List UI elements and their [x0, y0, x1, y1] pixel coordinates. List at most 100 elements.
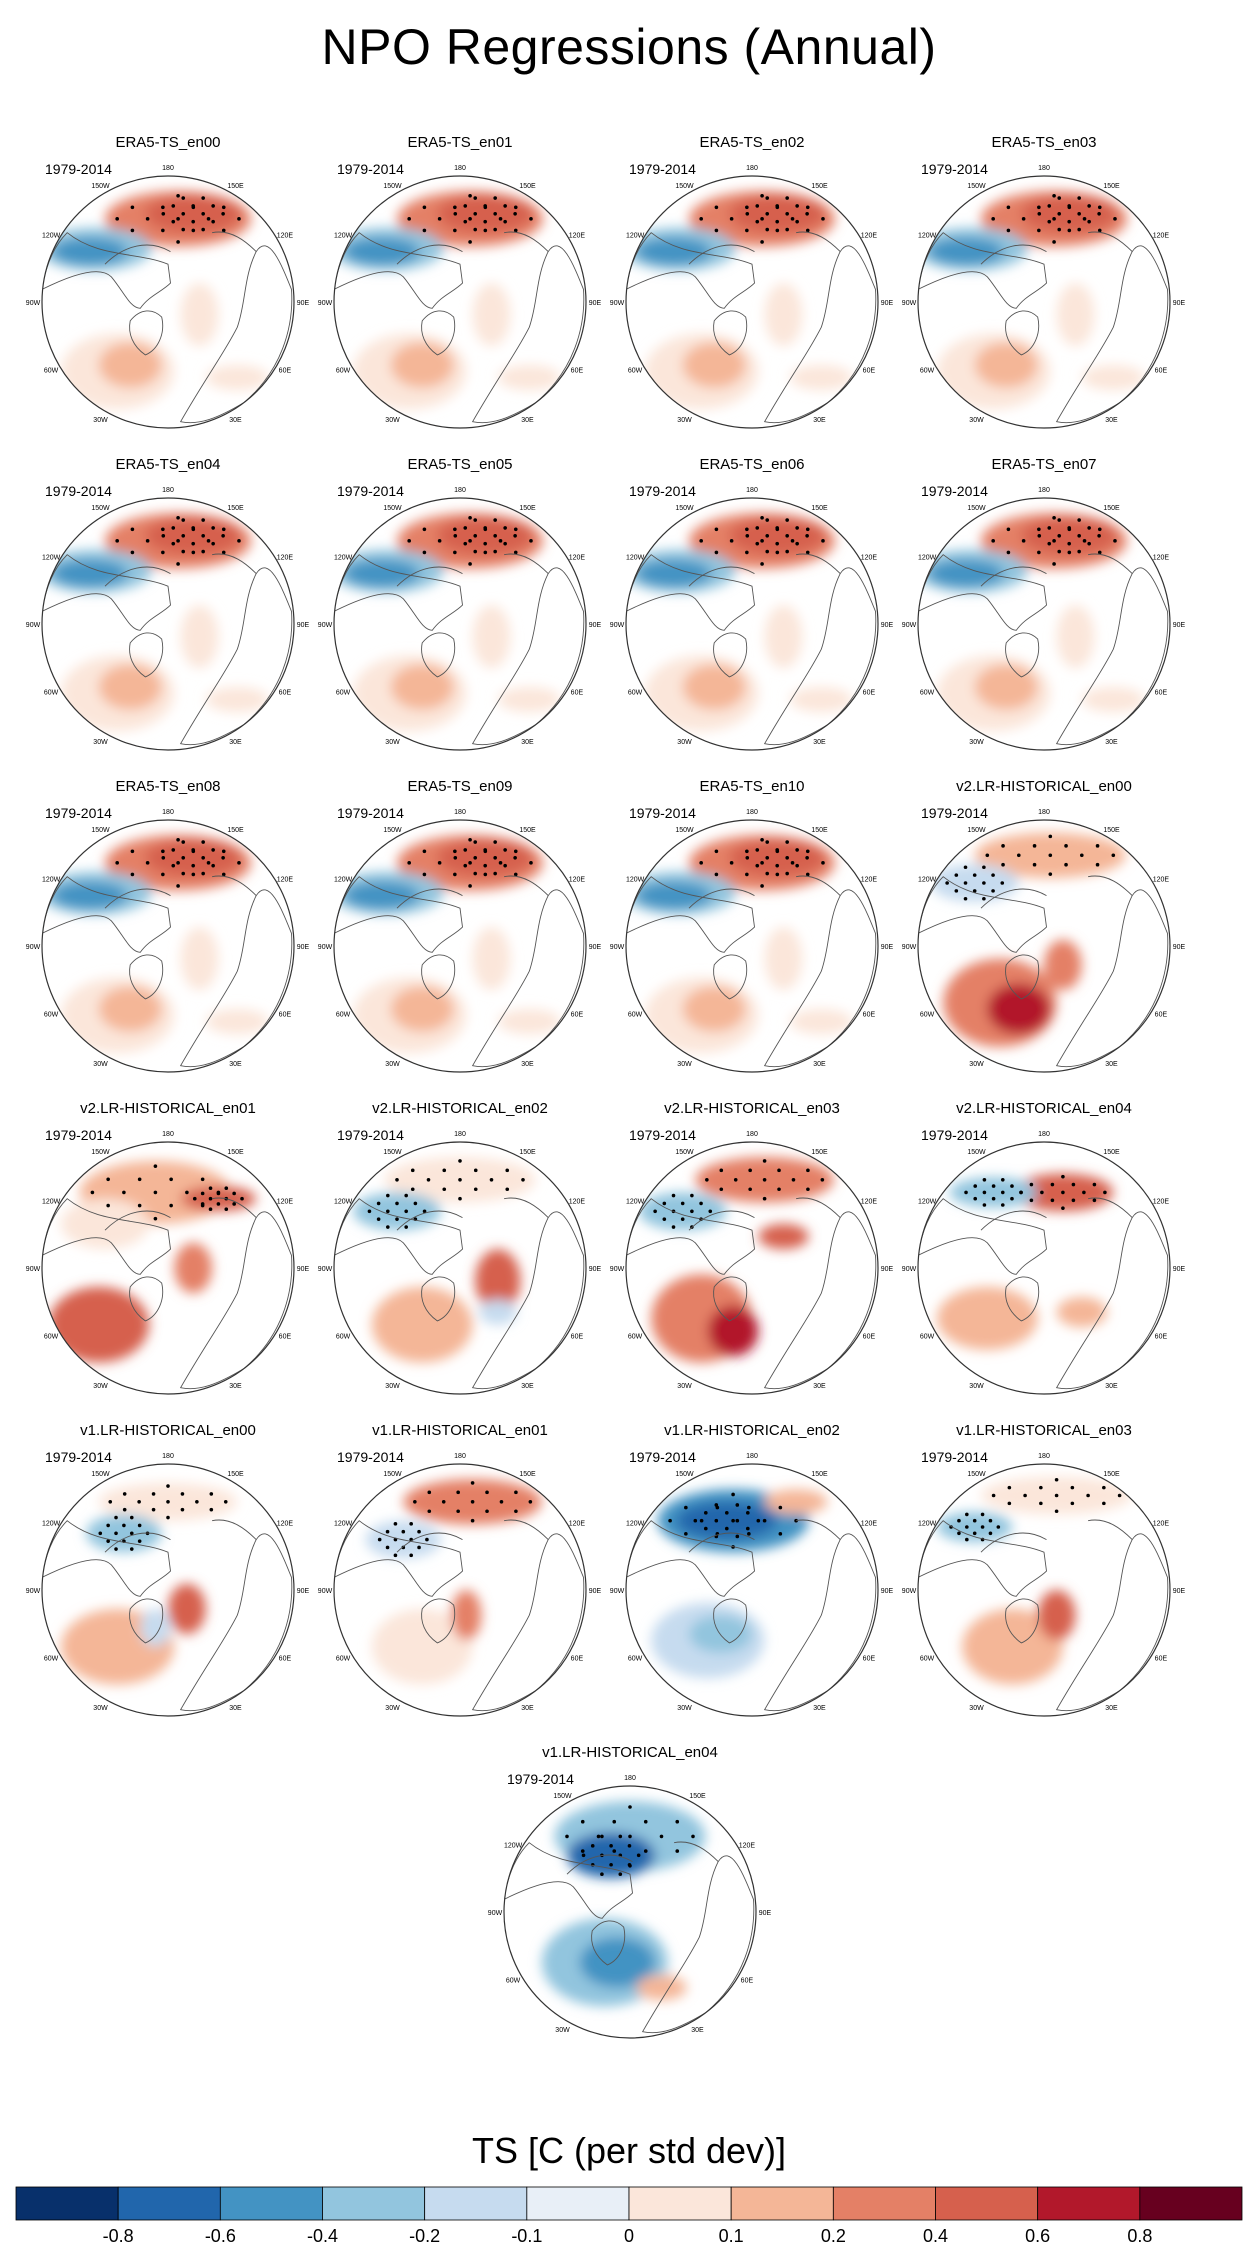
- significance-stipple: [949, 1477, 1122, 1542]
- lon-tick-label: 90W: [902, 300, 917, 307]
- map-border: [917, 175, 1171, 429]
- panel-title: ERA5-TS_en00: [115, 134, 221, 151]
- anomaly-contour: [729, 516, 826, 555]
- panel-period: 1979-2014: [337, 1449, 404, 1465]
- coastline: [980, 566, 1047, 587]
- anomaly-contour: [789, 1009, 853, 1035]
- coastline: [42, 554, 171, 631]
- coastline: [626, 1520, 755, 1597]
- lon-tick-label: 150W: [967, 183, 986, 190]
- map-border: [625, 497, 879, 751]
- anomaly-field: [930, 832, 1126, 1047]
- lon-tick-label: 150W: [675, 183, 694, 190]
- lon-tick-label: 60W: [628, 1656, 643, 1663]
- anomaly-contour: [371, 1286, 473, 1363]
- lon-tick-label: 90E: [881, 944, 894, 951]
- map-panel: v2.LR-HISTORICAL_en04 1979-2014 180 150E 120…: [899, 1100, 1189, 1400]
- lon-tick-label: 60E: [279, 690, 292, 697]
- lon-tick-label: 180: [746, 487, 758, 494]
- polar-map: 180150E120E90E60E30E030W60W90W120W150W: [318, 487, 602, 751]
- colorbar-swatch: [117, 2186, 221, 2221]
- lon-tick-label: 150E: [1103, 1149, 1120, 1156]
- coastline: [504, 1842, 633, 1919]
- lon-tick-label: 60E: [863, 1656, 876, 1663]
- lon-tick-label: 90E: [1173, 1266, 1186, 1273]
- lon-tick-label: 180: [162, 487, 174, 494]
- lon-tick-label: 90W: [610, 622, 625, 629]
- anomaly-contour: [676, 1501, 778, 1540]
- lon-tick-label: 90W: [902, 1588, 917, 1595]
- lon-tick-label: 120E: [861, 1521, 878, 1528]
- anomaly-contour: [497, 1009, 561, 1035]
- panel-title: ERA5-TS_en08: [115, 778, 221, 795]
- lon-tick-label: 150E: [227, 505, 244, 512]
- coastline: [688, 244, 755, 265]
- colorbar-tick-label: 0.8: [1127, 2226, 1153, 2246]
- colorbar-swatch: [424, 2186, 528, 2221]
- anomaly-contour: [180, 927, 219, 991]
- map-border: [917, 1141, 1171, 1395]
- lon-tick-label: 90E: [1173, 1588, 1186, 1595]
- lon-tick-label: 90W: [26, 300, 41, 307]
- polar-map: 180150E120E90E60E30E030W60W90W120W150W: [318, 1131, 602, 1395]
- anomaly-contour: [344, 237, 420, 266]
- polar-map: 180150E120E90E60E30E030W60W90W120W150W: [902, 487, 1186, 751]
- lon-tick-label: 60W: [628, 368, 643, 375]
- polar-map: 180150E120E90E60E30E030W60W90W120W150W: [318, 809, 602, 1073]
- coastline: [626, 554, 755, 631]
- anomaly-contour: [636, 237, 712, 266]
- lon-tick-label: 30E: [691, 2027, 704, 2034]
- anomaly-contour: [52, 559, 128, 588]
- lon-tick-label: 150E: [1103, 505, 1120, 512]
- anomaly-contour: [1081, 687, 1145, 713]
- map-border: [917, 497, 1171, 751]
- coastline: [918, 232, 1047, 309]
- lon-tick-label: 30E: [1105, 1383, 1118, 1390]
- anomaly-contour: [789, 687, 853, 713]
- lon-tick-label: 60E: [571, 690, 584, 697]
- map-panel: ERA5-TS_en02 1979-2014 180 150E 120E 90E 60E 30…: [607, 134, 897, 434]
- lon-tick-label: 120W: [918, 233, 937, 240]
- lon-tick-label: 60E: [863, 1334, 876, 1341]
- significance-stipple: [964, 1174, 1107, 1210]
- lon-tick-label: 60E: [1155, 1334, 1168, 1341]
- lon-tick-label: 120E: [861, 1199, 878, 1206]
- lon-tick-label: 90E: [1173, 300, 1186, 307]
- lon-tick-label: 30W: [677, 1061, 692, 1068]
- map-border: [333, 819, 587, 1073]
- panel-period: 1979-2014: [45, 1449, 112, 1465]
- significance-stipple: [367, 1159, 525, 1229]
- significance-stipple: [115, 515, 241, 566]
- anomaly-contour: [145, 516, 242, 555]
- coastline: [42, 876, 171, 953]
- map-border: [625, 1463, 879, 1717]
- coastline: [796, 875, 841, 896]
- lon-tick-label: 30E: [813, 417, 826, 424]
- lon-tick-label: 120E: [569, 1199, 586, 1206]
- lon-tick-label: 30E: [521, 1061, 534, 1068]
- lon-tick-label: 30W: [969, 417, 984, 424]
- significance-stipple: [407, 515, 533, 566]
- panel-title: v1.LR-HISTORICAL_en01: [372, 1422, 548, 1439]
- anomaly-contour: [936, 1286, 1038, 1350]
- panel-period: 1979-2014: [629, 805, 696, 821]
- anomaly-contour: [638, 1192, 727, 1231]
- lon-tick-label: 30W: [385, 1061, 400, 1068]
- lon-tick-label: 90E: [297, 300, 310, 307]
- lon-tick-label: 30W: [93, 417, 108, 424]
- lon-tick-label: 90E: [297, 1588, 310, 1595]
- lon-tick-label: 30E: [1105, 739, 1118, 746]
- map-border: [917, 819, 1171, 1073]
- map-border: [917, 1463, 1171, 1717]
- anomaly-contour: [789, 365, 853, 391]
- significance-stipple: [699, 515, 825, 566]
- coastline: [796, 231, 841, 252]
- lon-tick-label: 60W: [336, 690, 351, 697]
- map-border: [625, 1141, 879, 1395]
- coastline: [918, 876, 1047, 953]
- panel-title: v1.LR-HISTORICAL_en03: [956, 1422, 1132, 1439]
- lon-tick-label: 90W: [318, 300, 333, 307]
- lon-tick-label: 150W: [91, 1471, 110, 1478]
- lon-tick-label: 150E: [811, 183, 828, 190]
- anomaly-contour: [1044, 939, 1082, 991]
